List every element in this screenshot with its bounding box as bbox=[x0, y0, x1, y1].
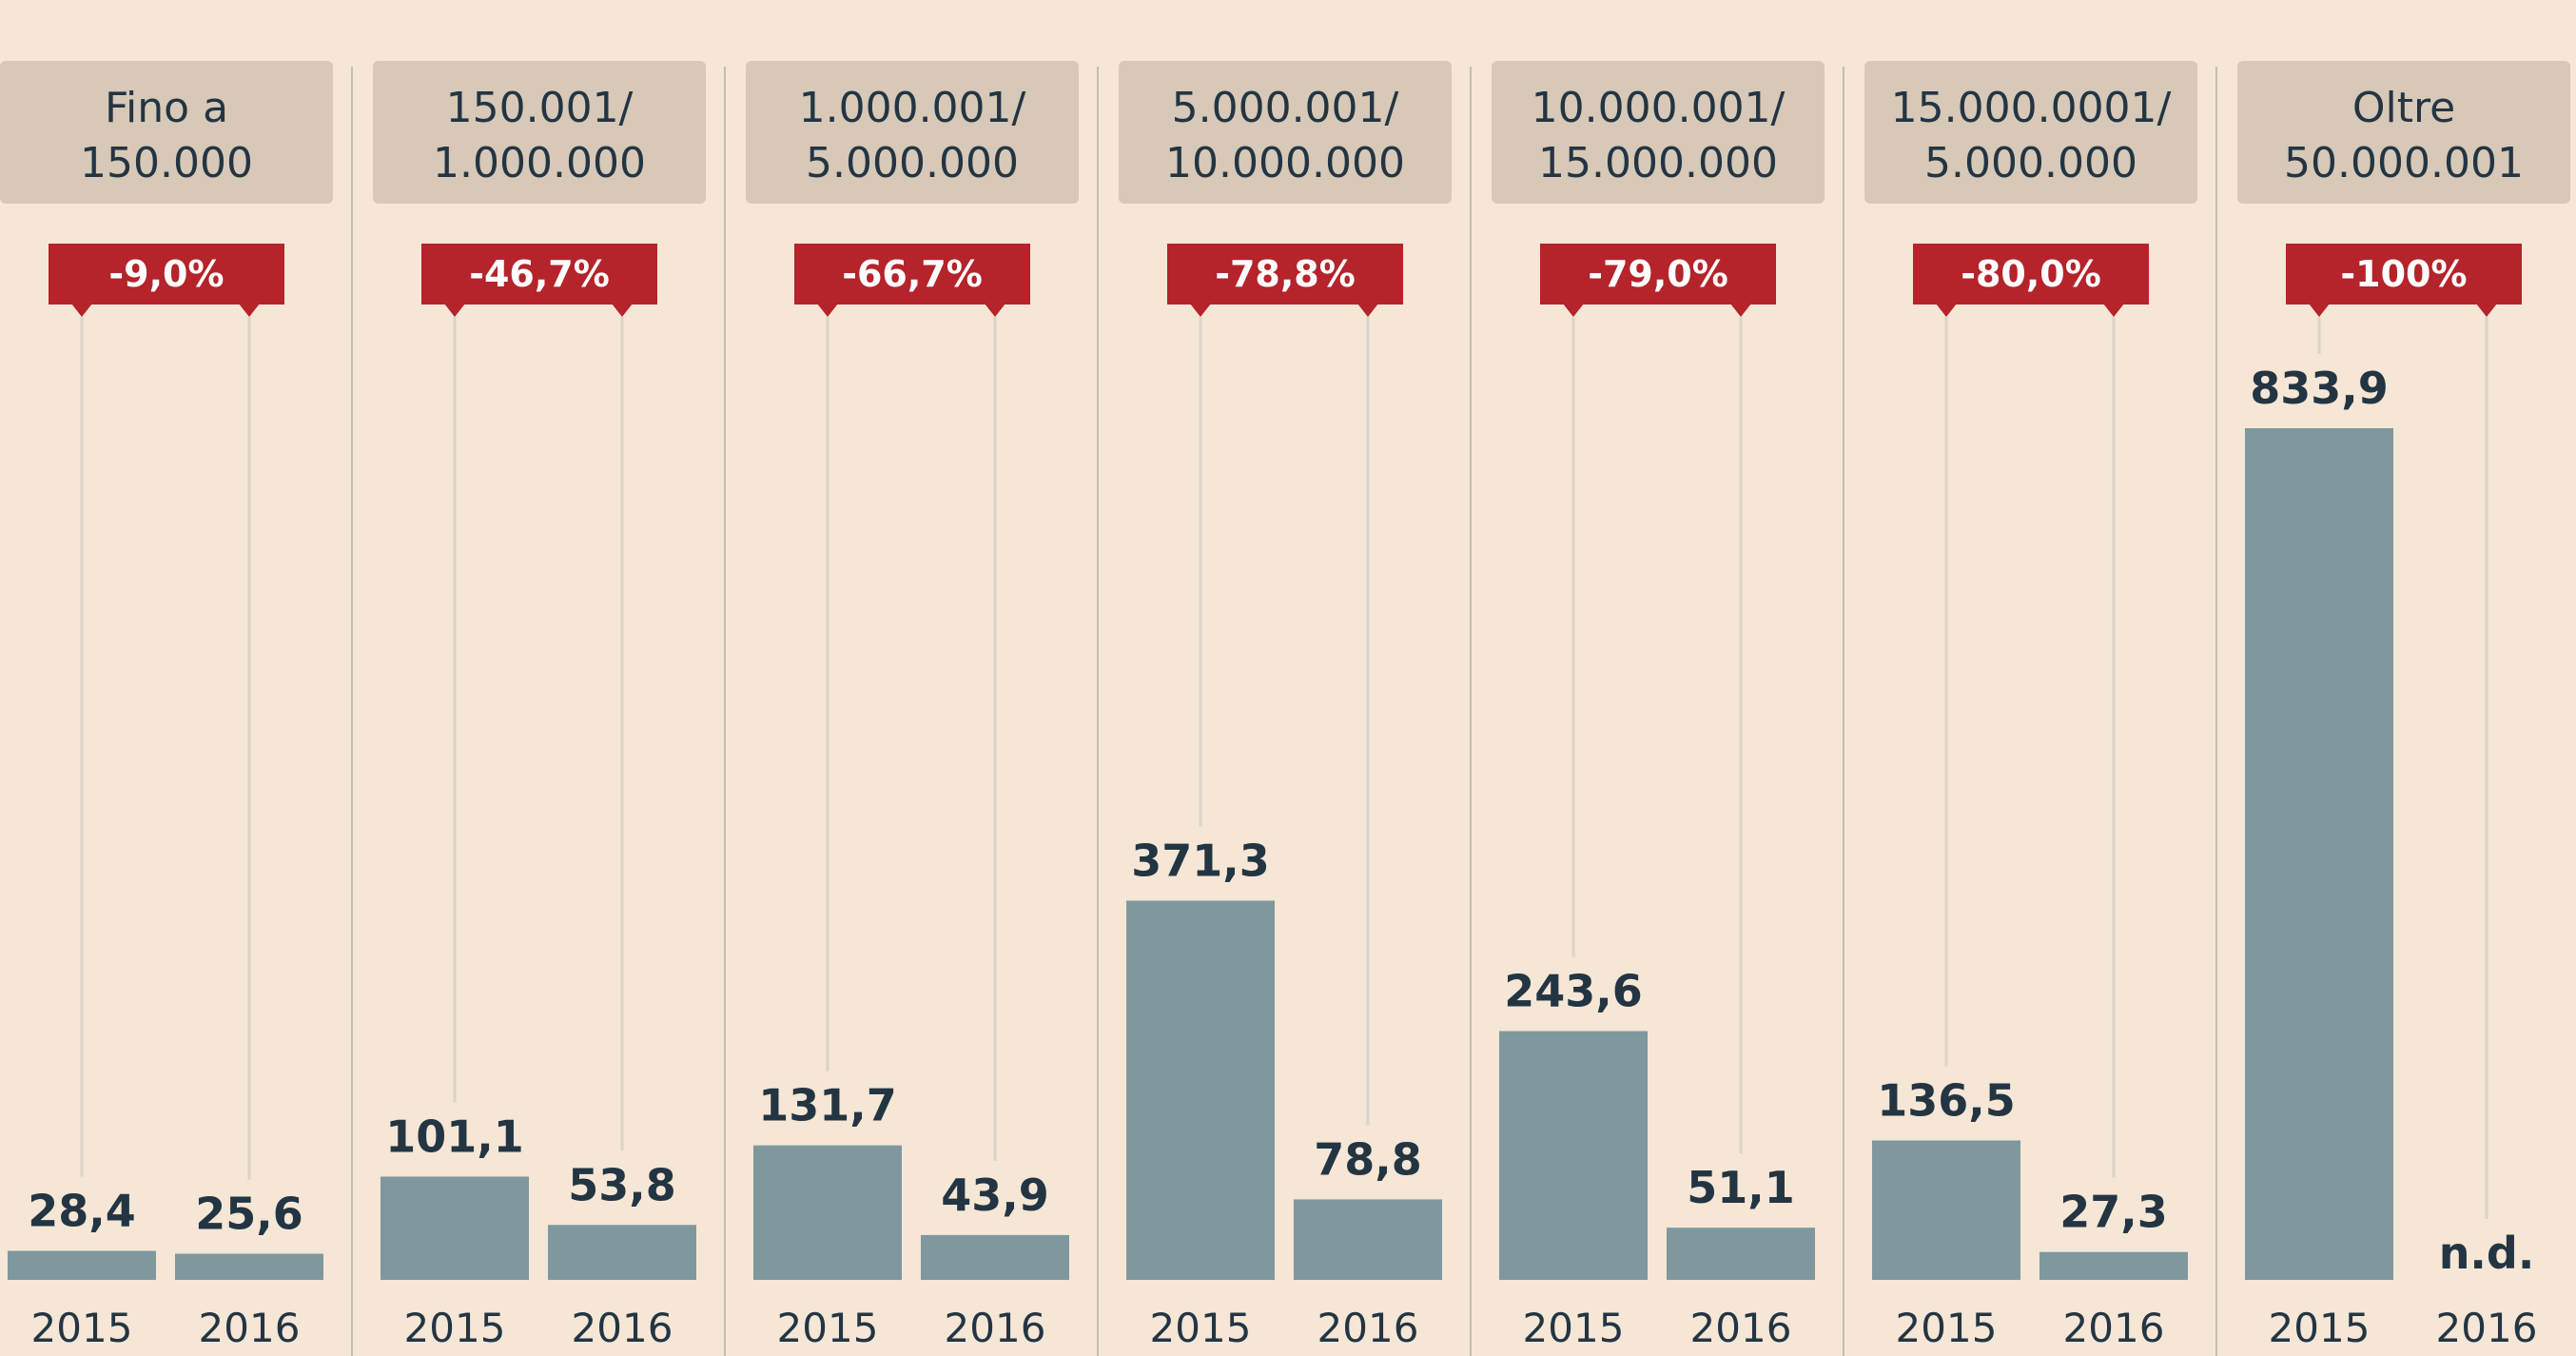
group-header-box bbox=[1492, 61, 1825, 204]
badge-pointer bbox=[1936, 304, 1957, 317]
change-badge-label: -80,0% bbox=[1961, 253, 2101, 295]
group-header-box bbox=[746, 61, 1079, 204]
x-tick-label: 2016 bbox=[572, 1305, 673, 1351]
value-label: 101,1 bbox=[385, 1110, 524, 1162]
group-header-line-2: 1.000.000 bbox=[433, 139, 646, 187]
bar-2015 bbox=[8, 1250, 156, 1280]
badge-pointer bbox=[1730, 304, 1751, 317]
value-label: 43,9 bbox=[941, 1169, 1049, 1221]
value-label: 78,8 bbox=[1314, 1133, 1422, 1185]
value-label: 28,4 bbox=[28, 1186, 136, 1237]
value-label: 27,3 bbox=[2059, 1187, 2168, 1238]
x-tick-label: 2015 bbox=[404, 1305, 506, 1351]
badge-pointer bbox=[1357, 304, 1378, 317]
group-header-box bbox=[0, 61, 333, 204]
value-label: 833,9 bbox=[2250, 363, 2389, 414]
bar-2016 bbox=[921, 1234, 1069, 1280]
bar-2015 bbox=[381, 1176, 529, 1280]
bar-2016 bbox=[1294, 1199, 1442, 1280]
badge-pointer bbox=[2309, 304, 2330, 317]
group-header-line-1: Oltre bbox=[2352, 84, 2455, 132]
group-header-line-1: 1.000.001/ bbox=[799, 84, 1026, 132]
change-badge-label: -66,7% bbox=[842, 253, 983, 295]
badge-pointer bbox=[2476, 304, 2497, 317]
badge-pointer bbox=[71, 304, 92, 317]
value-label: 25,6 bbox=[195, 1189, 303, 1240]
group-header-line-1: 150.001/ bbox=[446, 84, 634, 132]
x-tick-label: 2016 bbox=[1690, 1305, 1792, 1351]
bar-2015 bbox=[2245, 428, 2393, 1280]
change-badge bbox=[421, 244, 657, 305]
change-badge bbox=[2286, 244, 2522, 305]
group-header-line-1: 15.000.0001/ bbox=[1891, 84, 2172, 132]
change-badge-label: -100% bbox=[2340, 253, 2467, 295]
x-tick-label: 2016 bbox=[199, 1305, 301, 1351]
group-header-line-2: 5.000.000 bbox=[806, 139, 1019, 187]
value-label: 51,1 bbox=[1687, 1162, 1795, 1213]
value-label: 131,7 bbox=[758, 1080, 897, 1131]
x-tick-label: 2016 bbox=[2063, 1305, 2165, 1351]
group-header-line-2: 5.000.000 bbox=[1924, 139, 2137, 187]
group-header-line-2: 150.000 bbox=[80, 139, 253, 187]
bar-2016 bbox=[2039, 1251, 2188, 1280]
bar-2016 bbox=[1667, 1228, 1815, 1280]
group-header-box bbox=[1864, 61, 2197, 204]
value-label: n.d. bbox=[2439, 1228, 2535, 1279]
group-header-line-2: 10.000.000 bbox=[1165, 139, 1405, 187]
badge-pointer bbox=[1563, 304, 1584, 317]
bar-2015 bbox=[1126, 900, 1275, 1280]
group-header-line-1: 5.000.001/ bbox=[1172, 84, 1399, 132]
x-tick-label: 2015 bbox=[31, 1305, 133, 1351]
group-header-line-2: 50.000.001 bbox=[2284, 139, 2524, 187]
x-tick-label: 2015 bbox=[2269, 1305, 2371, 1351]
badge-pointer bbox=[612, 304, 633, 317]
x-tick-label: 2016 bbox=[2436, 1305, 2538, 1351]
change-badge-label: -46,7% bbox=[469, 253, 610, 295]
bar-2015 bbox=[753, 1145, 902, 1280]
bar-2015 bbox=[1499, 1031, 1648, 1280]
value-label: 53,8 bbox=[568, 1159, 676, 1210]
x-tick-label: 2015 bbox=[1523, 1305, 1625, 1351]
change-badge-label: -9,0% bbox=[108, 253, 224, 295]
change-badge bbox=[794, 244, 1030, 305]
group-header-line-2: 15.000.000 bbox=[1538, 139, 1778, 187]
value-label: 371,3 bbox=[1131, 835, 1270, 886]
x-tick-label: 2016 bbox=[1317, 1305, 1419, 1351]
x-tick-label: 2016 bbox=[945, 1305, 1046, 1351]
badge-pointer bbox=[2103, 304, 2124, 317]
x-tick-label: 2015 bbox=[1150, 1305, 1252, 1351]
value-label: 136,5 bbox=[1877, 1074, 2016, 1126]
value-label: 243,6 bbox=[1504, 966, 1643, 1017]
change-badge-label: -78,8% bbox=[1215, 253, 1356, 295]
change-badge bbox=[1540, 244, 1776, 305]
change-badge-label: -79,0% bbox=[1588, 253, 1728, 295]
badge-pointer bbox=[985, 304, 1005, 317]
group-header-line-1: Fino a bbox=[105, 84, 228, 132]
x-tick-label: 2015 bbox=[1896, 1305, 1998, 1351]
x-tick-label: 2015 bbox=[777, 1305, 879, 1351]
change-badge bbox=[1913, 244, 2149, 305]
group-header-line-1: 10.000.001/ bbox=[1532, 84, 1786, 132]
change-badge bbox=[49, 244, 284, 305]
change-badge bbox=[1167, 244, 1403, 305]
group-header-box bbox=[2237, 61, 2570, 204]
badge-pointer bbox=[1190, 304, 1211, 317]
badge-pointer bbox=[239, 304, 260, 317]
badge-pointer bbox=[444, 304, 465, 317]
group-header-box bbox=[373, 61, 706, 204]
bar-2016 bbox=[175, 1253, 323, 1280]
badge-pointer bbox=[817, 304, 838, 317]
bar-2015 bbox=[1872, 1140, 2020, 1280]
group-header-box bbox=[1119, 61, 1452, 204]
bar-2016 bbox=[548, 1225, 696, 1280]
